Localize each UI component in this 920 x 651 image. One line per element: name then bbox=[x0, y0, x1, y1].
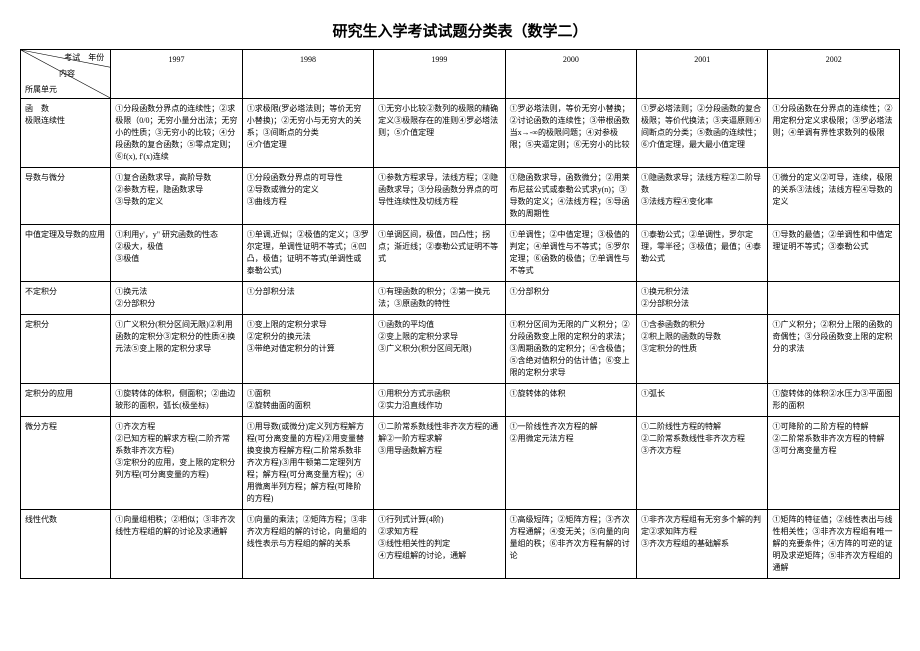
table-cell: ①旋转体的体积 bbox=[505, 384, 636, 417]
classification-table: 考试 年份 内容 所属单元 1997 1998 1999 2000 2001 2… bbox=[20, 49, 900, 579]
table-cell: ①弧长 bbox=[637, 384, 768, 417]
row-label: 中值定理及导数的应用 bbox=[21, 225, 111, 282]
table-cell: ①单调区间，极值，凹凸性；拐点；渐近线；②泰勒公式证明不等式 bbox=[374, 225, 505, 282]
table-cell: ①积分区间为无限的广义积分；②分段函数变上限的定积分的求法；③周期函数的定积分；… bbox=[505, 315, 636, 384]
table-cell: ①高级短阵；②矩阵方程；③齐次方程通解；④变无关；⑤向量的向量组的秩；⑥非齐次方… bbox=[505, 510, 636, 579]
table-cell: ①单调性；②中值定理；③极值的判定；④单调性与不等式；⑤罗尔定理；⑥函数的极值；… bbox=[505, 225, 636, 282]
table-cell bbox=[768, 282, 900, 315]
table-cell: ①分部积分法 bbox=[242, 282, 373, 315]
row-label: 函 数极限连续性 bbox=[21, 99, 111, 168]
table-cell: ①单调,近似；②极值的定义；③罗尔定理，单调性证明不等式；④凹凸，极值；证明不等… bbox=[242, 225, 373, 282]
table-cell: ①非齐次方程组有无穷多个解的判定②求知阵方程③齐次方程组的基础解系 bbox=[637, 510, 768, 579]
table-cell: ①二阶线性方程的特解②二阶常系数线性非齐次方程③齐次方程 bbox=[637, 417, 768, 510]
table-row: 定积分的应用①旋转体的体积，侧面积；②曲边玻形的面积，弧长(极坐标)①面积②旋转… bbox=[21, 384, 900, 417]
table-cell: ①用积分方式示函积②实力沿直线作功 bbox=[374, 384, 505, 417]
year-header: 1997 bbox=[111, 50, 242, 99]
table-cell: ①向量组相秩；②相似；③非齐次线性方程组的解的讨论及求通解 bbox=[111, 510, 242, 579]
row-label: 线性代数 bbox=[21, 510, 111, 579]
row-label: 定积分 bbox=[21, 315, 111, 384]
table-cell: ①罗必塔法则，等价无穷小替换；②讨论函数的连续性；③带根函数当x→-∞的极限问题… bbox=[505, 99, 636, 168]
table-cell: ①行列式计算(4阶)②求知方程③线性相关性的判定④方程组解的讨论，通解 bbox=[374, 510, 505, 579]
row-label: 导数与微分 bbox=[21, 168, 111, 225]
table-cell: ①隐函数求导；法线方程②二阶导数③法线方程④变化率 bbox=[637, 168, 768, 225]
row-label: 微分方程 bbox=[21, 417, 111, 510]
table-cell: ①泰勒公式；②单调性，罗尔定理，零半径；③极值；最值；④泰勒公式 bbox=[637, 225, 768, 282]
table-row: 定积分①广义积分(积分区间无限)②利用函数的定积分③定积分的性质④换元法⑤变上限… bbox=[21, 315, 900, 384]
table-row: 线性代数①向量组相秩；②相似；③非齐次线性方程组的解的讨论及求通解①向量的乘法；… bbox=[21, 510, 900, 579]
table-cell: ①广义积分(积分区间无限)②利用函数的定积分③定积分的性质④换元法⑤变上限的定积… bbox=[111, 315, 242, 384]
year-header: 1999 bbox=[374, 50, 505, 99]
table-cell: ①复合函数求导，高阶导数②参数方程，隐函数求导③导数的定义 bbox=[111, 168, 242, 225]
year-header: 2000 bbox=[505, 50, 636, 99]
table-cell: ①变上限的定积分求导②定积分的换元法③带绝对值定积分的计算 bbox=[242, 315, 373, 384]
table-cell: ①一阶线性齐次方程的解②用微定元法方程 bbox=[505, 417, 636, 510]
header-diagonal: 考试 年份 内容 所属单元 bbox=[21, 50, 111, 99]
table-cell: ①向量的乘法；②矩阵方程；③非齐次方程组的解的讨论，向量组的线性表示与方程组的解… bbox=[242, 510, 373, 579]
table-cell: ①隐函数求导，函数微分；②用莱布尼兹公式或泰勒公式求y(n)；③导数的定义；④法… bbox=[505, 168, 636, 225]
table-cell: ①有理函数的积分；②第一换元法；③原函数的特性 bbox=[374, 282, 505, 315]
table-cell: ①换元法②分部积分 bbox=[111, 282, 242, 315]
header-mid-label: 内容 bbox=[59, 68, 75, 80]
page-title: 研究生入学考试试题分类表（数学二） bbox=[20, 20, 900, 41]
row-label: 定积分的应用 bbox=[21, 384, 111, 417]
table-row: 不定积分①换元法②分部积分①分部积分法①有理函数的积分；②第一换元法；③原函数的… bbox=[21, 282, 900, 315]
table-row: 中值定理及导数的应用①利用y'，y" 研究函数的性态②极大，极值③极值①单调,近… bbox=[21, 225, 900, 282]
table-cell: ①无穷小比较②数列的极限的精确定义③极限存在的准则④罗必塔法则；⑤介值定理 bbox=[374, 99, 505, 168]
table-cell: ①矩阵的特征值；②线性表出与线性相关性；③非齐次方程组有唯一解的充要条件；④方阵… bbox=[768, 510, 900, 579]
table-cell: ①分段函数分界点的可导性②导数或微分的定义③曲线方程 bbox=[242, 168, 373, 225]
table-cell: ①换元积分法②分部积分法 bbox=[637, 282, 768, 315]
row-label: 不定积分 bbox=[21, 282, 111, 315]
table-cell: ①求极限(罗必塔法则；等价无穷小替换)；②无穷小与无穷大的关系；③间断点的分类④… bbox=[242, 99, 373, 168]
table-row: 函 数极限连续性①分段函数分界点的连续性；②求极限（0/0；无穷小量分出法；无穷… bbox=[21, 99, 900, 168]
table-cell: ①分段函数在分界点的连续性；②用定积分定义求极限；③罗必塔法则；④单调有界性求数… bbox=[768, 99, 900, 168]
table-cell: ①可降阶的二阶方程的特解②二阶常系数非齐次方程的特解③可分离变量方程 bbox=[768, 417, 900, 510]
table-cell: ①齐次方程②已知方程的解求方程(二阶齐常系数非齐次方程)③定积分的应用，变上限的… bbox=[111, 417, 242, 510]
table-cell: ①参数方程求导，法线方程；②隐函数求导；③分段函数分界点的可导性连续性及切线方程 bbox=[374, 168, 505, 225]
table-row: 导数与微分①复合函数求导，高阶导数②参数方程，隐函数求导③导数的定义①分段函数分… bbox=[21, 168, 900, 225]
table-cell: ①分段函数分界点的连续性；②求极限（0/0；无穷小量分出法；无穷小的性质；③无穷… bbox=[111, 99, 242, 168]
header-top-label: 考试 年份 bbox=[64, 52, 104, 64]
table-cell: ①分部积分 bbox=[505, 282, 636, 315]
table-cell: ①含参函数的积分②积上限的函数的导数③定积分的性质 bbox=[637, 315, 768, 384]
table-cell: ①用导数(或微分)定义列方程解方程(可分离变量的方程)②用变量替换变换方程解方程… bbox=[242, 417, 373, 510]
table-cell: ①旋转体的体积，侧面积；②曲边玻形的面积，弧长(极坐标) bbox=[111, 384, 242, 417]
year-header: 2001 bbox=[637, 50, 768, 99]
year-header: 1998 bbox=[242, 50, 373, 99]
table-cell: ①利用y'，y" 研究函数的性态②极大，极值③极值 bbox=[111, 225, 242, 282]
table-cell: ①微分的定义②可导，连续，极限的关系③法线；法线方程④导数的定义 bbox=[768, 168, 900, 225]
table-cell: ①广义积分；②积分上限的函数的奇偶性；③分段函数变上限的定积分的求法 bbox=[768, 315, 900, 384]
table-cell: ①导数的最值；②单调性和中值定理证明不等式；③泰勒公式 bbox=[768, 225, 900, 282]
table-cell: ①旋转体的体积②水压力③平面图形的面积 bbox=[768, 384, 900, 417]
header-bot-label: 所属单元 bbox=[25, 84, 57, 96]
table-cell: ①二阶常系数线性非齐次方程的通解②一阶方程求解③用导函数解方程 bbox=[374, 417, 505, 510]
table-cell: ①面积②旋转曲面的面积 bbox=[242, 384, 373, 417]
table-cell: ①罗必塔法则；②分段函数的复合极限；等价代换法；③夹逼原则④间断点的分类；⑤数函… bbox=[637, 99, 768, 168]
table-cell: ①函数的平均值②变上限的定积分求导③广义积分(积分区间无限) bbox=[374, 315, 505, 384]
year-header: 2002 bbox=[768, 50, 900, 99]
table-row: 微分方程①齐次方程②已知方程的解求方程(二阶齐常系数非齐次方程)③定积分的应用，… bbox=[21, 417, 900, 510]
